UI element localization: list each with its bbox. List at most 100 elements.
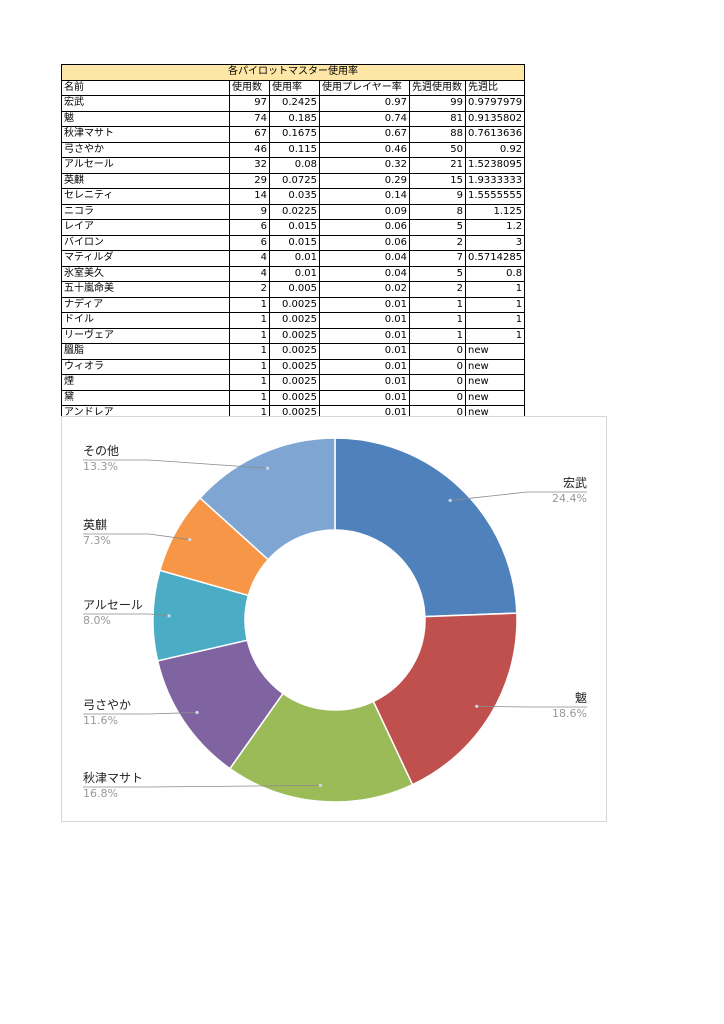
table-row: 宏武 97 0.2425 0.97 99 0.9797979 xyxy=(61,95,526,112)
cell-last-week-count: 0 xyxy=(409,389,466,406)
table-title-row: 各パイロットマスター使用率 xyxy=(60,64,526,81)
table-row: マティルダ 4 0.01 0.04 7 0.5714285 xyxy=(61,250,526,267)
cell-rate: 0.015 xyxy=(269,219,320,236)
cell-player-rate: 0.01 xyxy=(319,312,410,329)
cell-last-week-ratio: 1 xyxy=(464,281,526,298)
table-row: ニコラ 9 0.0225 0.09 8 1.125 xyxy=(61,203,526,220)
cell-last-week-count: 1 xyxy=(409,296,466,313)
header-name: 名前 xyxy=(61,79,230,96)
cell-name: アルセール xyxy=(61,157,230,174)
slice-label-4: アルセール xyxy=(83,598,143,612)
cell-rate: 0.0025 xyxy=(269,296,320,313)
table-row: セレニティ 14 0.035 0.14 9 1.5555555 xyxy=(61,188,526,205)
header-count: 使用数 xyxy=(229,79,270,96)
cell-player-rate: 0.01 xyxy=(319,343,410,360)
cell-last-week-ratio: 1 xyxy=(464,312,526,329)
cell-count: 1 xyxy=(229,296,270,313)
cell-count: 14 xyxy=(229,188,270,205)
cell-count: 6 xyxy=(229,234,270,251)
slice-label-5: 英麒 xyxy=(83,517,107,532)
table-row: 秋津マサト 67 0.1675 0.67 88 0.7613636 xyxy=(61,126,526,143)
cell-name: 英麒 xyxy=(61,172,230,189)
leader-line-3 xyxy=(83,712,198,715)
cell-count: 4 xyxy=(229,250,270,267)
cell-count: 1 xyxy=(229,343,270,360)
cell-count: 67 xyxy=(229,126,270,143)
cell-last-week-ratio: 0.8 xyxy=(464,265,526,282)
cell-last-week-ratio: 1.125 xyxy=(464,203,526,220)
table-title: 各パイロットマスター使用率 xyxy=(60,64,526,81)
cell-rate: 0.08 xyxy=(269,157,320,174)
slice-percent-5: 7.3% xyxy=(83,534,111,547)
cell-last-week-count: 50 xyxy=(409,141,466,158)
table-row: 英麒 29 0.0725 0.29 15 1.9333333 xyxy=(61,172,526,189)
cell-last-week-ratio: new xyxy=(464,358,526,375)
cell-name: バイロン xyxy=(61,234,230,251)
cell-player-rate: 0.01 xyxy=(319,327,410,344)
cell-count: 2 xyxy=(229,281,270,298)
leader-line-4 xyxy=(83,613,170,617)
cell-rate: 0.0025 xyxy=(269,389,320,406)
cell-last-week-count: 21 xyxy=(409,157,466,174)
table-row: リーヴェア 1 0.0025 0.01 1 1 xyxy=(61,327,526,344)
cell-last-week-count: 0 xyxy=(409,358,466,375)
cell-last-week-ratio: 1 xyxy=(464,296,526,313)
slice-label-0: 宏武 xyxy=(563,475,587,490)
cell-count: 1 xyxy=(229,374,270,391)
cell-last-week-count: 0 xyxy=(409,374,466,391)
table-row: ドイル 1 0.0025 0.01 1 1 xyxy=(61,312,526,329)
table-row: ウィオラ 1 0.0025 0.01 0 new xyxy=(61,358,526,375)
cell-player-rate: 0.01 xyxy=(319,374,410,391)
cell-last-week-ratio: 0.9135802 xyxy=(464,110,526,127)
table-row: 煙 1 0.0025 0.01 0 new xyxy=(61,374,526,391)
cell-name: ナディア xyxy=(61,296,230,313)
table-row: 膃脂 1 0.0025 0.01 0 new xyxy=(61,343,526,360)
leader-dot-0 xyxy=(448,498,452,503)
cell-rate: 0.0225 xyxy=(269,203,320,220)
cell-name: セレニティ xyxy=(61,188,230,205)
table-row: アルセール 32 0.08 0.32 21 1.5238095 xyxy=(61,157,526,174)
cell-player-rate: 0.04 xyxy=(319,265,410,282)
cell-last-week-count: 2 xyxy=(409,281,466,298)
slice-percent-0: 24.4% xyxy=(552,492,587,505)
header-last-week-count: 先週使用数 xyxy=(409,79,466,96)
cell-count: 1 xyxy=(229,327,270,344)
table-header-row: 名前 使用数 使用率 使用プレイヤー率 先週使用数 先週比 xyxy=(61,79,526,96)
cell-name: 秋津マサト xyxy=(61,126,230,143)
slice-6 xyxy=(198,437,336,561)
cell-count: 32 xyxy=(229,157,270,174)
table-row: 魃 74 0.185 0.74 81 0.9135802 xyxy=(61,110,526,127)
cell-player-rate: 0.46 xyxy=(319,141,410,158)
cell-name: 膃脂 xyxy=(61,343,230,360)
cell-rate: 0.015 xyxy=(269,234,320,251)
cell-rate: 0.2425 xyxy=(269,95,320,112)
cell-name: ウィオラ xyxy=(61,358,230,375)
cell-rate: 0.0025 xyxy=(269,327,320,344)
table-row: バイロン 6 0.015 0.06 2 3 xyxy=(61,234,526,251)
cell-player-rate: 0.02 xyxy=(319,281,410,298)
cell-last-week-count: 2 xyxy=(409,234,466,251)
cell-count: 6 xyxy=(229,219,270,236)
header-player-rate: 使用プレイヤー率 xyxy=(319,79,410,96)
cell-player-rate: 0.01 xyxy=(319,296,410,313)
cell-rate: 0.0025 xyxy=(269,343,320,360)
cell-name: リーヴェア xyxy=(61,327,230,344)
cell-name: 宏武 xyxy=(61,95,230,112)
slice-percent-2: 16.8% xyxy=(83,787,118,800)
table-row: ナディア 1 0.0025 0.01 1 1 xyxy=(61,296,526,313)
leader-dot-2 xyxy=(318,783,323,787)
leader-dot-6 xyxy=(266,466,270,470)
leader-line-0 xyxy=(450,491,587,501)
donut-chart-svg: 宏武 24.4% 魃 18.6% 秋津マサト 16.8% 弓さやか 11.6% アルセール 8.0… xyxy=(83,437,587,803)
leader-line-6 xyxy=(83,459,268,469)
cell-count: 46 xyxy=(229,141,270,158)
cell-player-rate: 0.01 xyxy=(319,358,410,375)
cell-last-week-ratio: 1.5238095 xyxy=(464,157,526,174)
cell-name: ドイル xyxy=(61,312,230,329)
cell-count: 4 xyxy=(229,265,270,282)
slice-percent-4: 8.0% xyxy=(83,614,111,627)
cell-last-week-ratio: 3 xyxy=(464,234,526,251)
cell-player-rate: 0.14 xyxy=(319,188,410,205)
leader-dot-3 xyxy=(195,710,199,715)
slice-label-2: 秋津マサト xyxy=(83,771,143,785)
